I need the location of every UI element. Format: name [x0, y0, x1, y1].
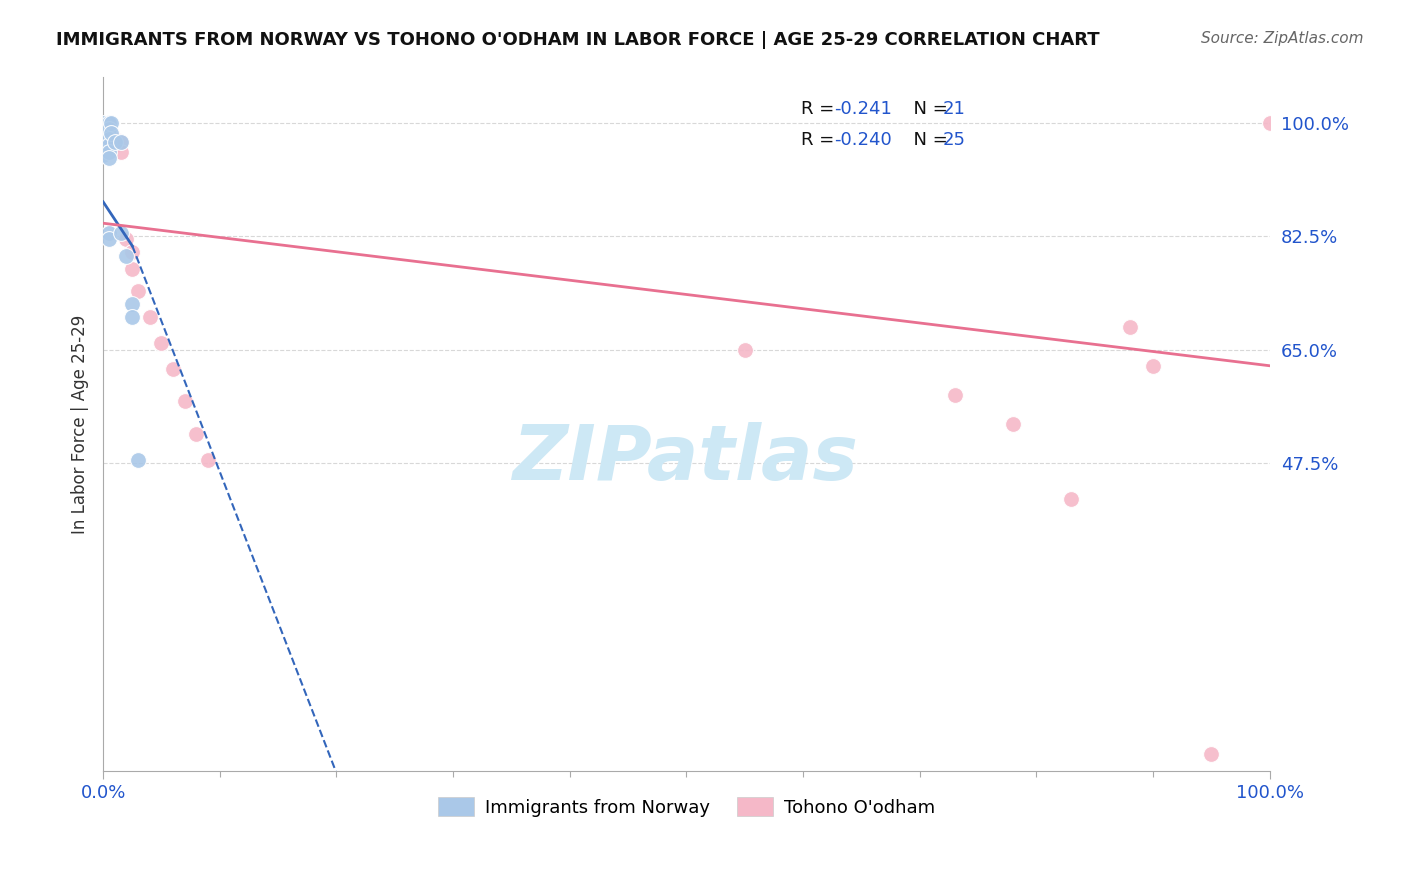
Point	[121, 297, 143, 311]
Text: -0.240: -0.240	[835, 131, 893, 149]
Point	[97, 232, 120, 246]
Text: IMMIGRANTS FROM NORWAY VS TOHONO O'ODHAM IN LABOR FORCE | AGE 25-29 CORRELATION : IMMIGRANTS FROM NORWAY VS TOHONO O'ODHAM…	[56, 31, 1099, 49]
Point	[91, 116, 114, 130]
Point	[91, 148, 114, 162]
Text: N =: N =	[903, 131, 953, 149]
Point	[1002, 417, 1025, 431]
Point	[100, 126, 122, 140]
Legend: Immigrants from Norway, Tohono O'odham: Immigrants from Norway, Tohono O'odham	[430, 790, 942, 824]
Y-axis label: In Labor Force | Age 25-29: In Labor Force | Age 25-29	[72, 315, 89, 533]
Point	[97, 138, 120, 153]
Point	[121, 310, 143, 325]
Point	[110, 226, 132, 240]
Text: R =: R =	[801, 100, 839, 118]
Text: 21: 21	[943, 100, 966, 118]
Point	[97, 116, 120, 130]
Point	[115, 232, 138, 246]
Point	[1118, 319, 1140, 334]
Point	[104, 138, 127, 153]
Point	[97, 122, 120, 136]
Point	[97, 138, 120, 153]
Text: ZIPatlas: ZIPatlas	[513, 422, 859, 496]
Point	[121, 245, 143, 260]
Point	[100, 116, 122, 130]
Point	[104, 132, 127, 146]
Text: 25: 25	[943, 131, 966, 149]
Point	[1060, 491, 1083, 506]
Point	[139, 310, 162, 325]
Point	[97, 116, 120, 130]
Point	[186, 426, 208, 441]
Point	[173, 394, 195, 409]
Point	[97, 226, 120, 240]
Point	[127, 452, 149, 467]
Text: N =: N =	[903, 100, 953, 118]
Point	[115, 249, 138, 263]
Point	[1201, 747, 1223, 762]
Point	[943, 388, 966, 402]
Text: -0.241: -0.241	[835, 100, 893, 118]
Point	[97, 152, 120, 166]
Text: R =: R =	[801, 131, 839, 149]
Point	[97, 145, 120, 159]
Point	[150, 336, 173, 351]
Point	[110, 135, 132, 149]
Point	[1258, 116, 1281, 130]
Point	[97, 132, 120, 146]
Point	[121, 261, 143, 276]
Point	[110, 135, 132, 149]
Point	[162, 362, 184, 376]
Point	[104, 135, 127, 149]
Point	[1142, 359, 1164, 373]
Point	[97, 132, 120, 146]
Point	[91, 132, 114, 146]
Point	[734, 343, 756, 357]
Text: Source: ZipAtlas.com: Source: ZipAtlas.com	[1201, 31, 1364, 46]
Point	[127, 285, 149, 299]
Point	[110, 145, 132, 159]
Point	[197, 452, 219, 467]
